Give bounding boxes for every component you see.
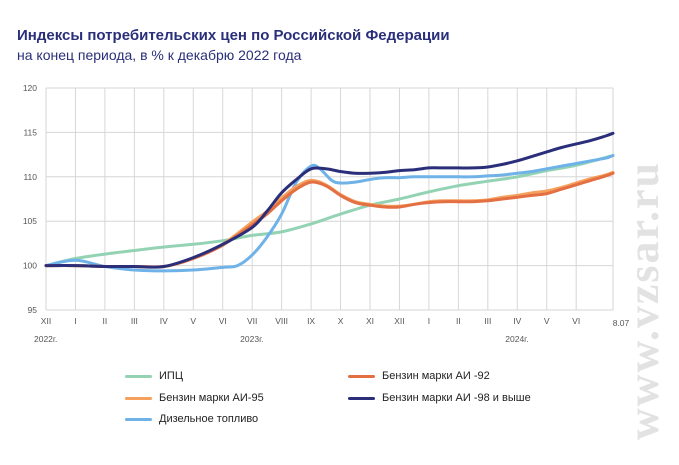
chart-title: Индексы потребительских цен по Российско…: [17, 27, 450, 44]
legend-label: Дизельное топливо: [159, 413, 259, 425]
x-tick-label: II: [456, 316, 461, 326]
y-tick-label: 115: [23, 127, 37, 137]
x-tick-label: I: [74, 316, 76, 326]
x-tick-label: IV: [160, 316, 168, 326]
x-tick-label: III: [484, 316, 491, 326]
series-line-0: [44, 154, 615, 268]
legend-item-ai95: Бензин марки АИ-95: [125, 392, 264, 404]
legend-item-ai92: Бензин марки АИ -92: [348, 370, 490, 382]
legend-swatch: [348, 374, 375, 378]
x-tick-label: VII: [247, 316, 257, 326]
legend-swatch: [348, 396, 375, 400]
legend-label: ИПЦ: [159, 370, 183, 382]
year-label: 2024г.: [505, 334, 528, 344]
x-tick-label: I: [428, 316, 430, 326]
year-label: 2023г.: [240, 334, 263, 344]
legend-swatch: [125, 396, 152, 400]
y-tick-label: 110: [23, 172, 37, 182]
year-label: 2022г.: [34, 334, 57, 344]
legend-item-cpi: ИПЦ: [125, 370, 183, 382]
x-tick-label: II: [103, 316, 108, 326]
y-tick-label: 105: [23, 216, 37, 226]
x-tick-label: 8.07: [613, 318, 630, 328]
x-tick-label: XII: [41, 316, 51, 326]
x-tick-label: VI: [572, 316, 580, 326]
series-line-1: [44, 171, 615, 269]
y-tick-label: 120: [23, 83, 37, 93]
legend-label: Бензин марки АИ -92: [382, 370, 490, 382]
x-tick-label: IV: [513, 316, 521, 326]
legend-label: Бензин марки АИ-95: [159, 392, 264, 404]
y-tick-label: 95: [28, 305, 38, 315]
legend-item-ai98: Бензин марки АИ -98 и выше: [348, 392, 531, 404]
x-tick-label: XII: [394, 316, 404, 326]
x-tick-label: XI: [366, 316, 374, 326]
x-tick-label: VI: [219, 316, 227, 326]
x-tick-label: X: [338, 316, 344, 326]
x-tick-label: III: [131, 316, 138, 326]
y-tick-label: 100: [23, 261, 37, 271]
legend-swatch: [125, 374, 152, 378]
x-tick-label: IX: [307, 316, 315, 326]
x-tick-label: V: [190, 316, 196, 326]
legend-item-diesel: Дизельное топливо: [125, 413, 258, 425]
legend-label: Бензин марки АИ -98 и выше: [382, 392, 531, 404]
legend-swatch: [125, 417, 152, 421]
x-tick-label: VIII: [275, 316, 288, 326]
series-line-3: [44, 131, 615, 269]
chart-subtitle: на конец периода, в % к декабрю 2022 год…: [17, 47, 302, 63]
x-tick-label: V: [544, 316, 550, 326]
series-line-4: [44, 154, 615, 273]
watermark: www.vzsar.ru: [619, 160, 668, 440]
